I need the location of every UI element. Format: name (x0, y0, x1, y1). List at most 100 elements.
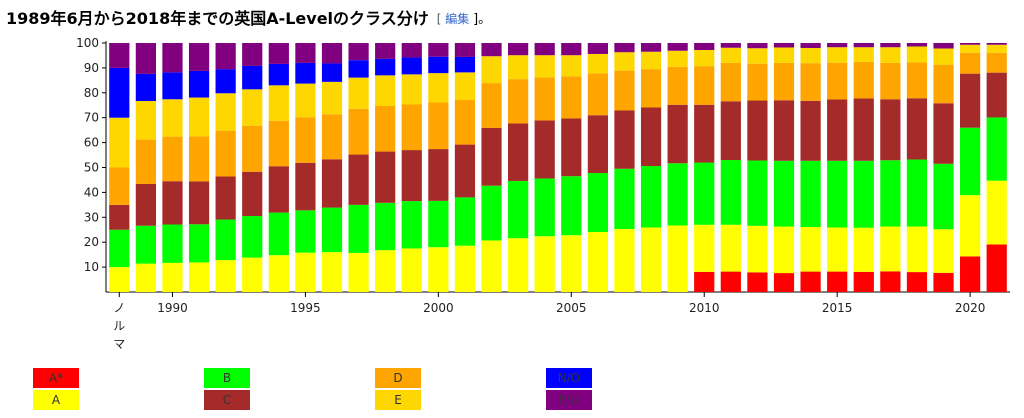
bar-segment (215, 176, 236, 220)
bar-segment (906, 226, 928, 273)
legend-item[interactable]: F/U (546, 390, 592, 410)
bar-segment (508, 238, 529, 292)
legend-item[interactable]: N/O (546, 368, 592, 388)
bar-segment (215, 93, 236, 131)
y-tick-label: 60 (84, 136, 99, 150)
bar-segment (508, 43, 529, 56)
legend-item[interactable]: A* (33, 368, 79, 388)
bar-segment (640, 69, 662, 108)
legend-item[interactable]: E (375, 390, 421, 410)
legend-item[interactable]: B (204, 368, 250, 388)
bar-segment (720, 224, 741, 272)
bar-segment (401, 104, 422, 151)
bar-segment (827, 99, 848, 161)
y-tick-label: 40 (84, 185, 99, 199)
bar-segment (295, 62, 316, 84)
chart-heading: 1989年6月から2018年までの英国A-Levelのクラス分け [ 編集 ]。 (6, 4, 491, 30)
bar-segment (614, 43, 635, 53)
bar-segment (188, 70, 210, 98)
edit-link[interactable]: 編集 (445, 11, 470, 26)
x-tick-label: 2005 (556, 301, 587, 315)
bar-segment (454, 43, 476, 57)
bar-segment (135, 139, 156, 184)
bar-segment (960, 195, 981, 257)
bar-segment (853, 160, 874, 228)
bar-segment (268, 212, 289, 256)
bar-segment (215, 219, 236, 261)
bar-segment (720, 47, 741, 63)
bar-segment (827, 47, 848, 63)
bar-segment (747, 43, 768, 49)
bar-segment (321, 63, 343, 82)
bar-segment (348, 252, 369, 292)
bar-segment (720, 43, 741, 48)
bar-segment (348, 77, 369, 109)
bar-segment (853, 227, 874, 272)
bar-segment (109, 117, 130, 168)
bar-segment (827, 62, 848, 100)
bar-segment (295, 117, 316, 163)
bar-segment (188, 136, 210, 182)
bar-segment (109, 229, 130, 268)
y-tick-label: 10 (84, 260, 99, 274)
x-tick-label: 2020 (955, 301, 986, 315)
bar-segment (321, 252, 343, 292)
bar-segment (481, 83, 502, 128)
x-tick-label: 2000 (423, 301, 454, 315)
bar-segment (827, 43, 848, 48)
bar-segment (561, 55, 582, 77)
bar-segment (454, 100, 476, 145)
bar-segment (986, 117, 1007, 181)
bar-segment (960, 43, 981, 45)
bar-segment (986, 44, 1007, 53)
bar-segment (640, 227, 662, 292)
bar-segment (268, 43, 289, 64)
bar-segment (508, 180, 529, 239)
bar-segment (906, 46, 928, 63)
bar-segment (162, 136, 183, 182)
bar-segment (986, 72, 1007, 118)
bar-segment (481, 43, 502, 57)
legend-item[interactable]: D (375, 368, 421, 388)
bar-segment (880, 160, 901, 227)
bar-segment (720, 101, 741, 161)
bar-segment (428, 102, 449, 150)
bar-segment (960, 127, 981, 196)
bar-segment (747, 48, 768, 64)
bar-segment (853, 271, 874, 292)
bar-segment (720, 160, 741, 225)
bar-segment (640, 166, 662, 228)
bar-segment (880, 99, 901, 161)
bar-segment (667, 163, 688, 226)
edit-section: [ 編集 ]。 (437, 8, 491, 27)
bar-segment (375, 250, 396, 292)
bar-segment (587, 231, 608, 292)
bar-segment (401, 74, 422, 105)
bar-segment (188, 97, 210, 137)
bar-segment (162, 43, 183, 73)
legend-item[interactable]: A (33, 390, 79, 410)
bar-segment (747, 63, 768, 101)
bar-segment (614, 229, 635, 292)
y-tick-label: 30 (84, 210, 99, 224)
bar-segment (640, 51, 662, 70)
x-tick-label: 1995 (290, 301, 321, 315)
bar-segment (162, 181, 183, 225)
bar-segment (640, 43, 662, 52)
legend-item[interactable]: C (204, 390, 250, 410)
bar-segment (428, 149, 449, 201)
y-tick-label: 70 (84, 111, 99, 125)
bar-segment (773, 47, 795, 63)
bar-segment (534, 236, 555, 292)
bar-segment (481, 240, 502, 292)
bar-segment (773, 273, 795, 292)
bar-segment (561, 43, 582, 56)
x-tick-label: 2015 (822, 301, 853, 315)
bar-segment (348, 204, 369, 253)
bar-segment (986, 244, 1007, 292)
bar-segment (508, 79, 529, 124)
bar-segment (321, 207, 343, 253)
bar-segment (587, 53, 608, 74)
bar-segment (321, 81, 343, 115)
bar-segment (401, 201, 422, 249)
